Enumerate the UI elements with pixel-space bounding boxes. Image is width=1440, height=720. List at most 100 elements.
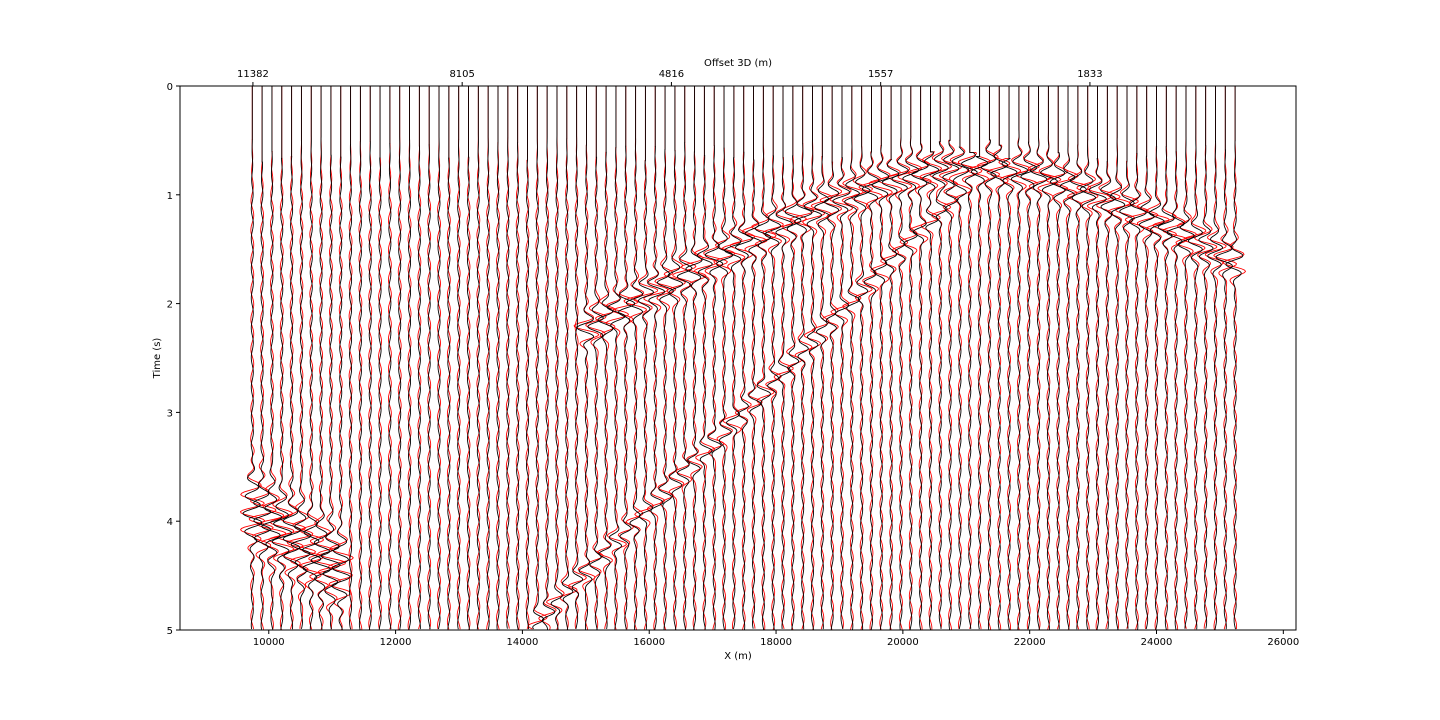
trace-black xyxy=(496,86,500,630)
trace-black xyxy=(320,86,341,630)
trace-black xyxy=(832,86,851,629)
trace-red xyxy=(1152,86,1178,630)
plot-frame xyxy=(179,85,1297,631)
trace-black xyxy=(1088,86,1107,630)
trace-red xyxy=(1204,86,1227,630)
trace-red xyxy=(378,86,382,630)
trace-red xyxy=(248,86,277,630)
trace-red xyxy=(1096,86,1121,630)
trace-black xyxy=(844,86,861,630)
trace-black xyxy=(310,86,331,630)
trace-black xyxy=(784,86,802,630)
trace-black xyxy=(1148,86,1165,630)
trace-red xyxy=(1183,86,1207,630)
trace-red xyxy=(527,86,548,630)
trace-black xyxy=(637,86,655,630)
top-tick-label: 4816 xyxy=(659,69,684,80)
trace-black xyxy=(349,86,353,630)
trace-red xyxy=(1194,86,1218,629)
trace-black xyxy=(417,86,421,630)
top-tick-label: 8105 xyxy=(449,69,474,80)
trace-black xyxy=(398,86,402,630)
trace-red xyxy=(703,86,729,630)
trace-black xyxy=(576,86,594,630)
trace-red xyxy=(810,86,833,630)
trace-red xyxy=(298,86,324,630)
trace-red xyxy=(466,86,471,630)
trace-black xyxy=(331,86,351,630)
trace-black xyxy=(587,86,604,630)
trace-red xyxy=(868,86,893,630)
trace-black xyxy=(1079,86,1096,630)
trace-red xyxy=(1146,86,1170,630)
trace-black xyxy=(242,86,263,630)
trace-black xyxy=(1020,86,1038,630)
top-tick-label: 1833 xyxy=(1077,69,1102,80)
x-tick-label: 24000 xyxy=(1141,637,1173,648)
trace-red xyxy=(623,86,648,630)
trace-black xyxy=(1177,86,1195,629)
y-tick-label: 4 xyxy=(167,517,173,528)
trace-red xyxy=(546,86,565,630)
trace-black xyxy=(824,86,840,630)
trace-black xyxy=(647,86,666,630)
trace-red xyxy=(741,86,768,629)
trace-black xyxy=(1100,86,1116,630)
trace-black xyxy=(696,86,713,630)
trace-black xyxy=(1198,86,1214,629)
trace-red xyxy=(713,86,736,630)
trace-red xyxy=(998,86,1022,630)
x-tick-label: 10000 xyxy=(253,637,285,648)
trace-black xyxy=(282,86,302,630)
trace-black xyxy=(734,86,753,630)
trace-red xyxy=(802,86,826,630)
trace-black xyxy=(597,86,614,629)
trace-black xyxy=(526,86,529,630)
trace-black xyxy=(902,86,920,630)
trace-black xyxy=(607,86,626,630)
trace-red xyxy=(782,86,807,630)
trace-black xyxy=(853,86,871,630)
trace-black xyxy=(1059,86,1076,630)
trace-black xyxy=(803,86,822,630)
trace-red xyxy=(446,86,451,630)
trace-red xyxy=(407,86,412,630)
trace-black xyxy=(388,86,392,630)
y-axis-label: Time (s) xyxy=(152,338,163,380)
trace-red xyxy=(567,86,587,629)
x-tick-label: 12000 xyxy=(380,637,412,648)
trace-black xyxy=(1109,86,1126,630)
trace-black xyxy=(667,86,684,630)
y-tick-label: 3 xyxy=(167,408,173,419)
traces-black-series xyxy=(242,86,1244,630)
trace-black xyxy=(1139,86,1155,629)
trace-red xyxy=(594,86,617,629)
trace-black xyxy=(960,86,978,629)
trace-red xyxy=(907,86,932,630)
trace-red xyxy=(427,86,432,630)
trace-black xyxy=(1187,86,1203,630)
trace-black xyxy=(990,86,1009,630)
x-tick-label: 20000 xyxy=(887,637,919,648)
trace-black xyxy=(467,86,470,630)
trace-red xyxy=(643,86,669,630)
trace-black xyxy=(253,86,272,630)
trace-red xyxy=(476,86,481,630)
trace-red xyxy=(1175,86,1198,629)
trace-black xyxy=(261,86,283,630)
axes: 10000 12000 14000 16000 18000 20000 22000 24000… xyxy=(167,69,1300,648)
trace-red xyxy=(1136,86,1159,629)
trace-black xyxy=(408,86,412,630)
trace-red xyxy=(437,86,441,630)
trace-red xyxy=(1106,86,1131,630)
x-tick-label: 16000 xyxy=(633,637,665,648)
trace-red xyxy=(358,86,363,630)
trace-black xyxy=(676,86,693,630)
trace-black xyxy=(561,86,574,630)
trace-black xyxy=(457,86,461,630)
trace-black xyxy=(881,86,900,630)
trace-red xyxy=(515,86,520,630)
trace-red xyxy=(1037,86,1062,630)
trace-red xyxy=(819,86,843,630)
trace-red xyxy=(348,86,353,630)
